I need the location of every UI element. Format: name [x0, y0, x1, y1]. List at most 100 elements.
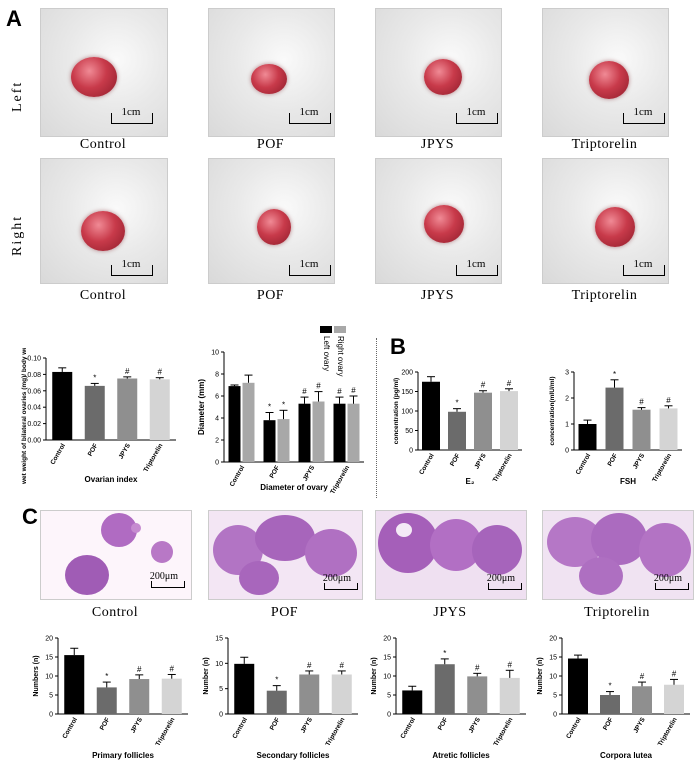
follicle	[65, 555, 109, 595]
scale-bar	[623, 265, 665, 276]
follicle	[151, 541, 173, 563]
caption-jpys: JPYS	[420, 288, 455, 303]
side-label-right: Right	[10, 214, 25, 256]
y-tick-label: 5	[49, 693, 53, 700]
legend-swatch-right	[334, 326, 346, 333]
x-tick-label: Control	[575, 452, 593, 476]
bar	[500, 391, 518, 450]
y-tick-label: 15	[383, 655, 391, 662]
x-tick-label: POF	[437, 716, 450, 731]
x-tick-label: JPYS	[118, 442, 133, 460]
bar	[149, 379, 170, 440]
x-tick-label: POF	[268, 464, 281, 479]
x-tick-label: JPYS	[632, 716, 647, 734]
significance-mark: *	[613, 370, 616, 379]
bar	[299, 674, 320, 714]
scale-label: 1cm	[633, 106, 653, 118]
bar	[331, 674, 352, 714]
y-tick-label: 0.06	[27, 388, 41, 395]
x-tick-label: Triptorelin	[155, 716, 177, 747]
y-tick-label: 2	[215, 438, 219, 445]
section-divider	[376, 338, 377, 498]
follicle	[305, 529, 357, 577]
ovary-tissue	[251, 64, 287, 94]
significance-mark: #	[666, 396, 671, 405]
ovary-tissue	[595, 207, 635, 247]
x-tick-label: POF	[449, 452, 462, 467]
legend-label-left: Left ovary	[322, 336, 331, 371]
bar	[422, 381, 440, 450]
bar	[52, 371, 73, 440]
y-tick-label: 10	[215, 661, 223, 668]
follicle	[131, 523, 141, 533]
ovary-photo-left-jpys: 1cm	[375, 8, 502, 137]
chart-title: Corpora lutea	[600, 751, 653, 760]
histology-control: 200μm	[40, 510, 192, 600]
x-tick-label: JPYS	[473, 452, 488, 470]
chart-secondary-follicles: 0 5 10 15 Number (n) * # # Control POF JPYS Triptor…	[203, 636, 358, 760]
bar	[632, 409, 651, 450]
significance-mark: #	[640, 672, 645, 681]
bar	[277, 419, 290, 462]
y-tick-label: 0	[49, 712, 53, 719]
scale-label: 200μm	[322, 573, 352, 584]
bar	[499, 677, 520, 714]
bar	[64, 655, 85, 714]
bar	[117, 378, 138, 440]
caption-control: Control	[79, 137, 127, 152]
y-tick-label: 0.10	[27, 356, 41, 363]
ovary-tissue	[424, 205, 464, 243]
chart-fsh: 0 1 2 3 concentration(mIU/ml) * # # Control POF JP…	[549, 370, 682, 486]
significance-mark: #	[340, 661, 345, 670]
x-tick-label: Control	[229, 464, 247, 488]
y-tick-label: 0.08	[27, 372, 41, 379]
y-tick-label: 10	[45, 674, 53, 681]
side-label-left: Left	[10, 80, 25, 112]
x-tick-label: Triptorelin	[492, 452, 514, 483]
y-tick-label: 150	[401, 389, 413, 396]
bar	[96, 687, 117, 714]
chart-title: Secondary follicles	[257, 751, 330, 760]
x-tick-label: Control	[49, 442, 67, 466]
y-tick-label: 8	[215, 372, 219, 379]
follicle	[396, 523, 412, 537]
y-tick-label: 20	[383, 636, 391, 643]
scale-label: 1cm	[121, 258, 141, 270]
chart-title: E₂	[466, 477, 475, 486]
y-tick-label: 6	[215, 394, 219, 401]
x-tick-label: Triptorelin	[657, 716, 679, 747]
y-tick-label: 10	[383, 674, 391, 681]
y-axis-label: concentration(mIU/ml)	[549, 377, 556, 446]
chart-atretic-follicles: 0 5 10 15 20 Number (n) * # # Control POF JPYS Tript…	[371, 636, 526, 760]
significance-mark: *	[282, 400, 285, 409]
y-tick-label: 0.04	[27, 405, 41, 412]
significance-mark: *	[455, 399, 458, 408]
y-tick-label: 15	[549, 655, 557, 662]
x-tick-label: Triptorelin	[651, 452, 673, 483]
y-tick-label: 3	[565, 370, 569, 377]
significance-mark: *	[443, 649, 446, 658]
scale-label: 1cm	[299, 258, 319, 270]
y-tick-label: 4	[215, 416, 219, 423]
caption-jpys: JPYS	[420, 137, 455, 152]
significance-mark: #	[672, 669, 677, 678]
bar	[333, 403, 346, 462]
scale-label: 1cm	[466, 258, 486, 270]
bar	[312, 401, 325, 462]
caption-control: Control	[79, 288, 127, 303]
bar	[568, 658, 588, 714]
scale-label: 1cm	[633, 258, 653, 270]
scale-label: 1cm	[121, 106, 141, 118]
scale-bar	[111, 265, 153, 276]
follicle	[579, 557, 623, 595]
x-tick-label: Control	[231, 716, 249, 740]
bar	[242, 382, 255, 462]
y-axis-label: Numbers (n)	[33, 655, 40, 696]
scale-bar	[456, 113, 498, 124]
legend-swatch-left	[320, 326, 332, 333]
scale-bar	[488, 583, 522, 590]
follicle	[472, 525, 522, 575]
y-tick-label: 1	[565, 422, 569, 429]
x-tick-label: Control	[61, 716, 79, 740]
